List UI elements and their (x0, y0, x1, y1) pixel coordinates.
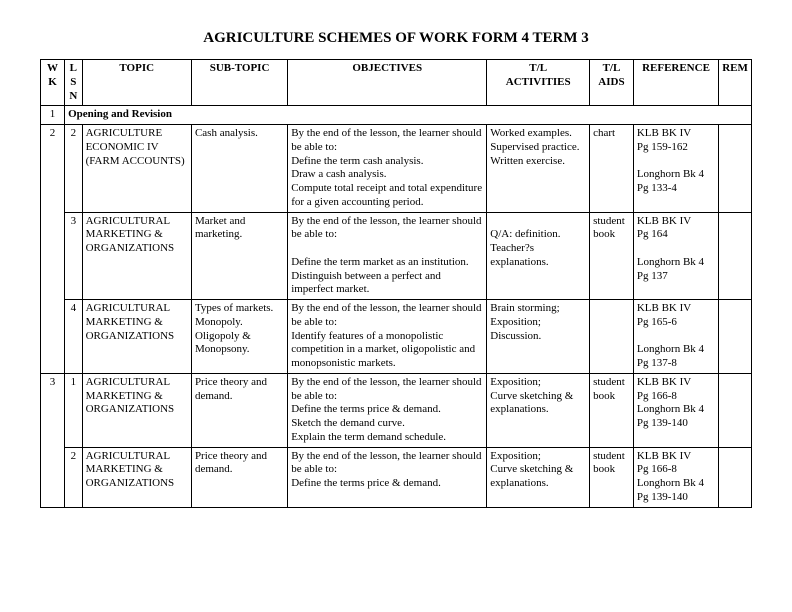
opening-row: 1 Opening and Revision (41, 106, 752, 125)
table-row: 4AGRICULTURAL MARKETING & ORGANIZATIONST… (41, 300, 752, 374)
table-row: 3AGRICULTURAL MARKETING & ORGANIZATIONSM… (41, 212, 752, 300)
cell-objectives: By the end of the lesson, the learner sh… (288, 212, 487, 300)
cell-subtopic: Cash analysis. (191, 125, 287, 213)
cell-subtopic: Price theory and demand. (191, 373, 287, 447)
page-title: AGRICULTURE SCHEMES OF WORK FORM 4 TERM … (40, 30, 752, 47)
header-aids: T/L AIDS (590, 60, 634, 106)
table-row: 2AGRICULTURAL MARKETING & ORGANIZATIONSP… (41, 447, 752, 507)
cell-objectives: By the end of the lesson, the learner sh… (288, 125, 487, 213)
cell-subtopic: Price theory and demand. (191, 447, 287, 507)
cell-activities: Brain storming; Exposition; Discussion. (487, 300, 590, 374)
cell-activities: Worked examples. Supervised practice. Wr… (487, 125, 590, 213)
scheme-table: WK L S N TOPIC SUB-TOPIC OBJECTIVES T/L … (40, 59, 752, 508)
cell-lsn: 2 (65, 125, 83, 213)
header-row: WK L S N TOPIC SUB-TOPIC OBJECTIVES T/L … (41, 60, 752, 106)
cell-rem (719, 125, 752, 213)
cell-topic: AGRICULTURE ECONOMIC IV (FARM ACCOUNTS) (82, 125, 191, 213)
cell-aids: student book (590, 373, 634, 447)
cell-reference: KLB BK IV Pg 166-8 Longhorn Bk 4 Pg 139-… (633, 447, 718, 507)
cell-aids (590, 300, 634, 374)
header-subtopic: SUB-TOPIC (191, 60, 287, 106)
header-objectives: OBJECTIVES (288, 60, 487, 106)
cell-activities: Q/A: definition. Teacher?s explanations. (487, 212, 590, 300)
table-row: 31AGRICULTURAL MARKETING & ORGANIZATIONS… (41, 373, 752, 447)
header-reference: REFERENCE (633, 60, 718, 106)
cell-subtopic: Market and marketing. (191, 212, 287, 300)
cell-lsn: 3 (65, 212, 83, 300)
cell-subtopic: Types of markets. Monopoly. Oligopoly & … (191, 300, 287, 374)
cell-topic: AGRICULTURAL MARKETING & ORGANIZATIONS (82, 447, 191, 507)
header-activities: T/L ACTIVITIES (487, 60, 590, 106)
cell-aids: student book (590, 212, 634, 300)
cell-activities: Exposition; Curve sketching & explanatio… (487, 447, 590, 507)
cell-activities: Exposition; Curve sketching & explanatio… (487, 373, 590, 447)
opening-label: Opening and Revision (65, 106, 752, 125)
table-row: 22AGRICULTURE ECONOMIC IV (FARM ACCOUNTS… (41, 125, 752, 213)
cell-lsn: 1 (65, 373, 83, 447)
cell-reference: KLB BK IV Pg 165-6 Longhorn Bk 4 Pg 137-… (633, 300, 718, 374)
cell-wk: 2 (41, 125, 65, 374)
cell-rem (719, 373, 752, 447)
cell-aids: student book (590, 447, 634, 507)
header-topic: TOPIC (82, 60, 191, 106)
cell-objectives: By the end of the lesson, the learner sh… (288, 373, 487, 447)
cell-rem (719, 212, 752, 300)
cell-topic: AGRICULTURAL MARKETING & ORGANIZATIONS (82, 373, 191, 447)
cell-rem (719, 300, 752, 374)
cell-reference: KLB BK IV Pg 164 Longhorn Bk 4 Pg 137 (633, 212, 718, 300)
cell-topic: AGRICULTURAL MARKETING & ORGANIZATIONS (82, 212, 191, 300)
cell-reference: KLB BK IV Pg 159-162 Longhorn Bk 4 Pg 13… (633, 125, 718, 213)
cell-reference: KLB BK IV Pg 166-8 Longhorn Bk 4 Pg 139-… (633, 373, 718, 447)
table-body: 1 Opening and Revision 22AGRICULTURE ECO… (41, 106, 752, 507)
cell-lsn: 2 (65, 447, 83, 507)
cell-wk: 3 (41, 373, 65, 507)
cell-objectives: By the end of the lesson, the learner sh… (288, 447, 487, 507)
header-lsn: L S N (65, 60, 83, 106)
cell-aids: chart (590, 125, 634, 213)
cell-lsn: 4 (65, 300, 83, 374)
cell-rem (719, 447, 752, 507)
header-wk: WK (41, 60, 65, 106)
opening-wk: 1 (41, 106, 65, 125)
cell-topic: AGRICULTURAL MARKETING & ORGANIZATIONS (82, 300, 191, 374)
header-rem: REM (719, 60, 752, 106)
cell-objectives: By the end of the lesson, the learner sh… (288, 300, 487, 374)
